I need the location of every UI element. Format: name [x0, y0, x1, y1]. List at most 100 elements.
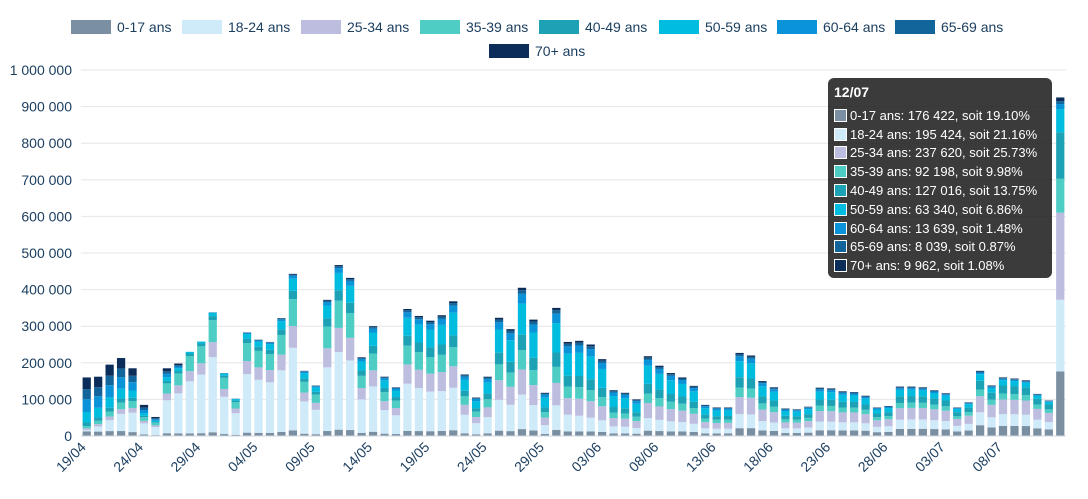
bar-segment-70+-ans — [151, 416, 160, 419]
bar-segment-0-17-ans — [368, 431, 378, 436]
bar-segment-0-17-ans — [884, 431, 893, 436]
bar-segment-35-39-ans — [197, 346, 206, 364]
bar-segment-70+-ans — [483, 376, 492, 378]
bar-28/06 — [884, 405, 893, 436]
x-tick-label: 24/05 — [454, 439, 490, 475]
bar-segment-60-64-ans — [804, 407, 813, 410]
bar-segment-18-24-ans — [105, 420, 114, 432]
bar-segment-60-64-ans — [494, 322, 504, 330]
bar-segment-18-24-ans — [575, 415, 584, 432]
bar-segment-65-69-ans — [930, 390, 939, 392]
bar-22/06 — [815, 387, 824, 436]
bar-23/04 — [128, 368, 137, 436]
bar-segment-50-59-ans — [907, 389, 916, 397]
bar-segment-40-49-ans — [678, 396, 687, 404]
bar-segment-70+-ans — [82, 377, 91, 390]
bar-segment-50-59-ans — [197, 341, 206, 344]
bar-segment-18-24-ans — [620, 426, 630, 434]
bar-segment-35-39-ans — [746, 388, 756, 398]
bar-segment-35-39-ans — [185, 356, 194, 372]
x-tick-label: 04/05 — [225, 439, 261, 475]
bar-segment-40-49-ans — [300, 378, 309, 382]
bar-segment-60-64-ans — [930, 391, 939, 394]
bar-segment-70+-ans — [323, 299, 332, 301]
bar-segment-25-34-ans — [620, 418, 630, 427]
bar-segment-50-59-ans — [346, 285, 355, 303]
bar-13/06 — [712, 407, 721, 436]
bar-segment-25-34-ans — [815, 411, 824, 422]
bar-segment-60-64-ans — [987, 386, 996, 388]
bar-segment-60-64-ans — [666, 375, 675, 381]
bar-segment-50-59-ans — [185, 351, 194, 354]
bar-segment-60-64-ans — [151, 419, 160, 421]
bar-segment-0-17-ans — [380, 433, 389, 436]
bar-segment-60-64-ans — [998, 378, 1008, 381]
tooltip-row: 60-64 ans: 13 639, soit 1.48% — [834, 219, 1046, 238]
bar-segment-25-34-ans — [689, 413, 698, 424]
bar-segment-50-59-ans — [598, 368, 607, 388]
bar-segment-25-34-ans — [323, 348, 332, 368]
bar-segment-50-59-ans — [265, 344, 275, 350]
bar-segment-0-17-ans — [105, 431, 114, 436]
bar-segment-40-49-ans — [197, 343, 206, 347]
bar-segment-18-24-ans — [357, 399, 366, 433]
bar-segment-0-17-ans — [575, 431, 584, 436]
bar-segment-50-59-ans — [517, 303, 527, 335]
bar-segment-35-39-ans — [517, 350, 527, 370]
bar-segment-60-64-ans — [586, 349, 595, 357]
bar-segment-40-49-ans — [815, 399, 824, 406]
bar-segment-18-24-ans — [643, 418, 653, 431]
bar-segment-0-17-ans — [872, 432, 882, 436]
bar-segment-25-34-ans — [449, 366, 458, 388]
x-tick-label: 19/05 — [396, 439, 432, 475]
bar-segment-60-64-ans — [414, 319, 423, 325]
bar-segment-60-64-ans — [827, 390, 836, 393]
bar-segment-70+-ans — [735, 352, 744, 355]
bar-21/06 — [804, 406, 813, 436]
bar-segment-35-39-ans — [872, 417, 882, 421]
bar-segment-40-49-ans — [426, 347, 435, 357]
bar-segment-50-59-ans — [895, 389, 905, 397]
bar-segment-50-59-ans — [437, 324, 446, 345]
bar-segment-35-39-ans — [334, 300, 343, 328]
bar-segment-70+-ans — [643, 356, 653, 358]
bar-segment-35-39-ans — [254, 350, 263, 368]
bar-segment-25-34-ans — [242, 361, 252, 375]
bar-segment-0-17-ans — [494, 430, 504, 436]
bar-segment-70+-ans — [437, 315, 446, 317]
bar-segment-0-17-ans — [953, 431, 962, 436]
bar-segment-40-49-ans — [872, 413, 882, 418]
bar-segment-40-49-ans — [1044, 404, 1053, 410]
bar-segment-50-59-ans — [506, 340, 515, 362]
bar-segment-25-34-ans — [1044, 412, 1053, 423]
bar-segment-40-49-ans — [552, 352, 561, 367]
tooltip-row: 0-17 ans: 176 422, soit 19.10% — [834, 106, 1046, 125]
bar-segment-0-17-ans — [724, 433, 733, 436]
bar-07/05 — [288, 273, 298, 436]
bar-segment-40-49-ans — [632, 412, 641, 417]
bar-segment-65-69-ans — [529, 321, 538, 325]
y-tick-label: 500 000 — [21, 245, 72, 261]
bar-segment-40-49-ans — [907, 396, 916, 403]
bar-segment-50-59-ans — [380, 380, 389, 388]
bar-segment-25-34-ans — [849, 412, 859, 423]
bar-segment-35-39-ans — [540, 412, 549, 418]
bar-segment-60-64-ans — [964, 403, 973, 405]
bar-segment-40-49-ans — [472, 408, 481, 412]
tooltip-row: 35-39 ans: 92 198, soit 9.98% — [834, 162, 1046, 181]
bar-segment-50-59-ans — [529, 332, 538, 358]
bar-segment-35-39-ans — [930, 404, 939, 410]
bar-segment-25-34-ans — [632, 421, 641, 428]
bar-segment-18-24-ans — [884, 426, 893, 432]
bar-24/06 — [838, 391, 847, 436]
bar-segment-50-59-ans — [769, 391, 779, 401]
bar-segment-70+-ans — [414, 315, 423, 318]
bar-segment-18-24-ans — [311, 409, 320, 435]
bar-segment-18-24-ans — [197, 374, 206, 434]
bar-segment-50-59-ans — [460, 379, 469, 391]
bar-01/06 — [575, 340, 584, 436]
bar-segment-70+-ans — [368, 326, 378, 328]
bar-segment-50-59-ans — [701, 408, 710, 415]
bar-segment-18-24-ans — [609, 426, 618, 434]
bar-segment-65-69-ans — [300, 371, 309, 372]
